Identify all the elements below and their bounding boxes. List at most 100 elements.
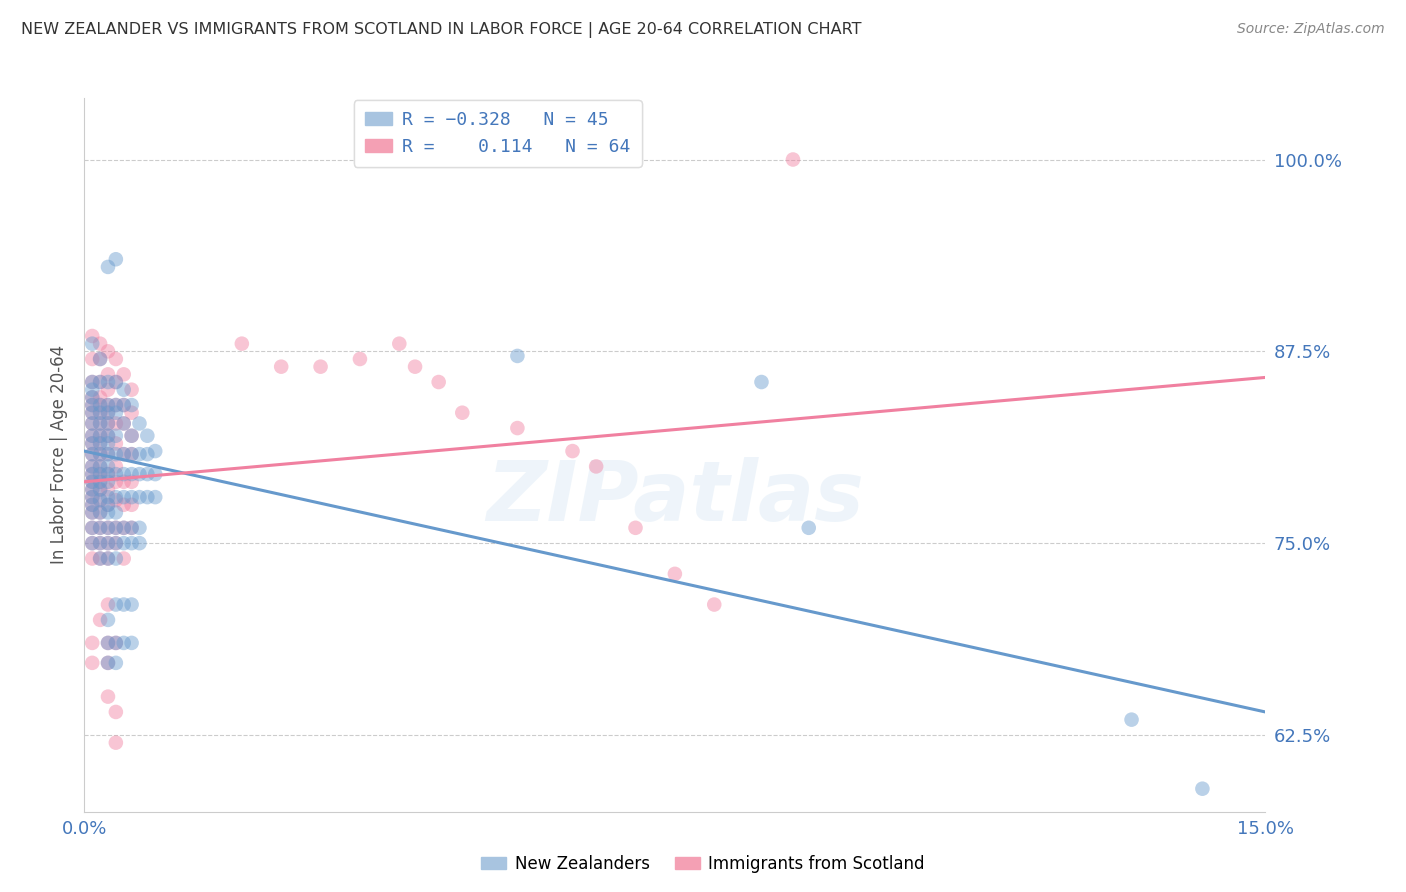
- Point: [104, 521, 127, 535]
- Point: [104, 598, 127, 612]
- Point: [121, 398, 143, 412]
- Point: [89, 375, 111, 389]
- Point: [104, 536, 127, 550]
- Point: [128, 447, 150, 461]
- Text: NEW ZEALANDER VS IMMIGRANTS FROM SCOTLAND IN LABOR FORCE | AGE 20-64 CORRELATION: NEW ZEALANDER VS IMMIGRANTS FROM SCOTLAN…: [21, 22, 862, 38]
- Point: [89, 521, 111, 535]
- Point: [231, 336, 253, 351]
- Point: [97, 406, 120, 420]
- Point: [89, 398, 111, 412]
- Point: [97, 344, 120, 359]
- Point: [82, 383, 104, 397]
- Point: [703, 598, 725, 612]
- Point: [136, 428, 159, 442]
- Text: Source: ZipAtlas.com: Source: ZipAtlas.com: [1237, 22, 1385, 37]
- Point: [97, 521, 120, 535]
- Point: [82, 467, 104, 482]
- Point: [82, 498, 104, 512]
- Point: [82, 483, 104, 497]
- Point: [104, 636, 127, 650]
- Point: [104, 656, 127, 670]
- Point: [112, 521, 135, 535]
- Point: [136, 490, 159, 504]
- Point: [89, 398, 111, 412]
- Point: [89, 521, 111, 535]
- Point: [97, 436, 120, 450]
- Point: [89, 390, 111, 404]
- Point: [89, 436, 111, 450]
- Point: [89, 436, 111, 450]
- Point: [97, 406, 120, 420]
- Point: [97, 383, 120, 397]
- Point: [82, 417, 104, 431]
- Point: [82, 390, 104, 404]
- Point: [89, 375, 111, 389]
- Point: [112, 475, 135, 489]
- Point: [97, 656, 120, 670]
- Point: [89, 447, 111, 461]
- Point: [97, 398, 120, 412]
- Point: [89, 475, 111, 489]
- Point: [82, 428, 104, 442]
- Point: [97, 613, 120, 627]
- Point: [89, 536, 111, 550]
- Point: [89, 428, 111, 442]
- Point: [112, 368, 135, 382]
- Point: [506, 349, 529, 363]
- Point: [104, 521, 127, 535]
- Point: [121, 447, 143, 461]
- Point: [451, 406, 474, 420]
- Legend: R = −0.328   N = 45, R =    0.114   N = 64: R = −0.328 N = 45, R = 0.114 N = 64: [354, 100, 641, 167]
- Point: [89, 493, 111, 508]
- Point: [89, 428, 111, 442]
- Point: [112, 383, 135, 397]
- Point: [82, 483, 104, 497]
- Point: [97, 536, 120, 550]
- Point: [121, 428, 143, 442]
- Legend: New Zealanders, Immigrants from Scotland: New Zealanders, Immigrants from Scotland: [475, 848, 931, 880]
- Point: [97, 417, 120, 431]
- Point: [97, 656, 120, 670]
- Point: [89, 483, 111, 497]
- Point: [121, 521, 143, 535]
- Point: [82, 459, 104, 474]
- Point: [97, 428, 120, 442]
- Point: [82, 506, 104, 520]
- Point: [104, 417, 127, 431]
- Point: [664, 566, 686, 581]
- Point: [82, 447, 104, 461]
- Point: [782, 153, 804, 167]
- Point: [624, 521, 647, 535]
- Point: [143, 444, 166, 458]
- Point: [104, 447, 127, 461]
- Point: [82, 436, 104, 450]
- Point: [112, 447, 135, 461]
- Point: [121, 383, 143, 397]
- Point: [104, 705, 127, 719]
- Point: [97, 521, 120, 535]
- Point: [82, 436, 104, 450]
- Point: [112, 417, 135, 431]
- Point: [97, 398, 120, 412]
- Point: [104, 475, 127, 489]
- Point: [561, 444, 583, 458]
- Point: [104, 536, 127, 550]
- Point: [1121, 713, 1143, 727]
- Point: [136, 447, 159, 461]
- Point: [128, 536, 150, 550]
- Point: [82, 351, 104, 366]
- Point: [97, 490, 120, 504]
- Point: [104, 490, 127, 504]
- Point: [89, 506, 111, 520]
- Point: [97, 459, 120, 474]
- Point: [121, 490, 143, 504]
- Point: [585, 459, 607, 474]
- Point: [82, 406, 104, 420]
- Point: [82, 521, 104, 535]
- Point: [97, 498, 120, 512]
- Point: [97, 506, 120, 520]
- Point: [104, 428, 127, 442]
- Point: [121, 406, 143, 420]
- Point: [104, 375, 127, 389]
- Point: [121, 467, 143, 482]
